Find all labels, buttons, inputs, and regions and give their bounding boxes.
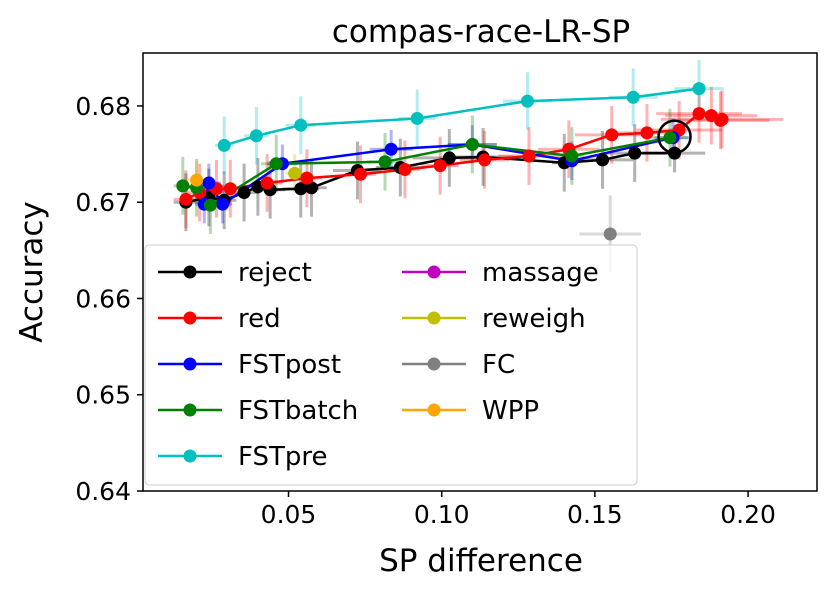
legend-fstbatch-marker <box>183 403 197 417</box>
y-tick-label-0: 0.64 <box>75 477 131 506</box>
legend-fstpost-marker <box>183 357 197 371</box>
y-ticks: 0.64 0.65 0.66 0.67 0.68 <box>75 92 143 506</box>
y-axis-label: Accuracy <box>14 201 50 343</box>
chart-title: compas-race-LR-SP <box>332 14 630 50</box>
fstpre-point-4 <box>520 94 534 108</box>
x-ticks: 0.05 0.10 0.15 0.20 <box>261 491 776 529</box>
x-tick-label-0: 0.05 <box>261 500 317 529</box>
legend-reject-marker <box>183 265 197 279</box>
fstbatch-point-4 <box>378 155 392 169</box>
reject-point-13 <box>596 153 610 167</box>
fstpre-point-6 <box>692 82 706 96</box>
legend: reject red FSTpost FSTbatch FSTpre massage rew… <box>144 244 638 486</box>
fstbatch-point-7 <box>663 131 677 145</box>
red-point-18 <box>713 113 727 127</box>
y-tick-label-1: 0.65 <box>75 381 131 410</box>
y-tick-label-2: 0.66 <box>75 284 131 313</box>
wpp-point-0 <box>190 173 204 187</box>
x-tick-label-1: 0.10 <box>414 500 470 529</box>
red-point-15 <box>692 107 706 121</box>
red-point-9 <box>478 153 492 167</box>
fstbatch-point-0 <box>176 179 190 193</box>
x-tick-label-2: 0.15 <box>567 500 623 529</box>
red-point-5 <box>300 171 314 185</box>
reweigh-point-0 <box>288 166 302 180</box>
red-point-0 <box>179 192 193 206</box>
legend-fstpre-marker <box>183 449 197 463</box>
red-point-3 <box>223 182 237 196</box>
legend-fc-marker <box>427 357 441 371</box>
fstpre-point-3 <box>410 111 424 125</box>
legend-massage-label: massage <box>482 258 599 288</box>
y-tick-label-3: 0.67 <box>75 188 131 217</box>
red-point-6 <box>354 167 368 181</box>
fstbatch-point-2 <box>203 198 217 212</box>
fstpre-point-0 <box>217 138 231 152</box>
fstpost-point-1 <box>202 176 216 190</box>
red-point-7 <box>398 162 412 176</box>
reject-point-3 <box>237 186 251 200</box>
reject-point-7 <box>305 181 318 195</box>
fstpre-point-5 <box>626 90 640 104</box>
fstpost-point-2 <box>216 197 230 211</box>
legend-reject-label: reject <box>238 258 312 288</box>
legend-box <box>144 244 638 486</box>
red-point-13 <box>640 126 654 140</box>
reject-point-10 <box>442 151 456 165</box>
error-bars <box>173 59 784 273</box>
legend-fc-label: FC <box>482 350 515 380</box>
legend-reweigh-marker <box>427 311 441 325</box>
fstpost-point-4 <box>384 142 398 156</box>
red-point-10 <box>522 149 536 163</box>
x-axis-label: SP difference <box>379 543 583 579</box>
legend-fstpost-label: FSTpost <box>238 350 341 380</box>
legend-reweigh-label: reweigh <box>482 304 586 334</box>
legend-red-label: red <box>238 304 281 334</box>
legend-fstpre-label: FSTpre <box>238 442 328 472</box>
y-tick-label-4: 0.68 <box>75 92 131 121</box>
reject-point-14 <box>628 146 642 160</box>
legend-red-marker <box>183 311 197 325</box>
plot-frame <box>142 52 818 492</box>
fstbatch-point-6 <box>565 149 579 163</box>
legend-massage-marker <box>427 265 441 279</box>
red-point-4 <box>260 176 274 190</box>
fstpre-point-2 <box>294 118 308 132</box>
legend-fstbatch-label: FSTbatch <box>238 396 358 426</box>
legend-wpp-label: WPP <box>482 396 539 426</box>
red-point-8 <box>433 159 447 173</box>
data-points <box>176 82 729 241</box>
x-tick-label-3: 0.20 <box>720 500 776 529</box>
fc-point-0 <box>603 227 617 241</box>
axes <box>142 52 818 492</box>
legend-wpp-marker <box>427 403 441 417</box>
red-point-12 <box>605 128 619 142</box>
reject-point-6 <box>294 182 308 196</box>
fstbatch-point-5 <box>465 137 479 151</box>
fstpre-point-1 <box>249 129 263 143</box>
fstbatch-point-3 <box>269 157 283 171</box>
highlight-circle <box>657 119 692 154</box>
